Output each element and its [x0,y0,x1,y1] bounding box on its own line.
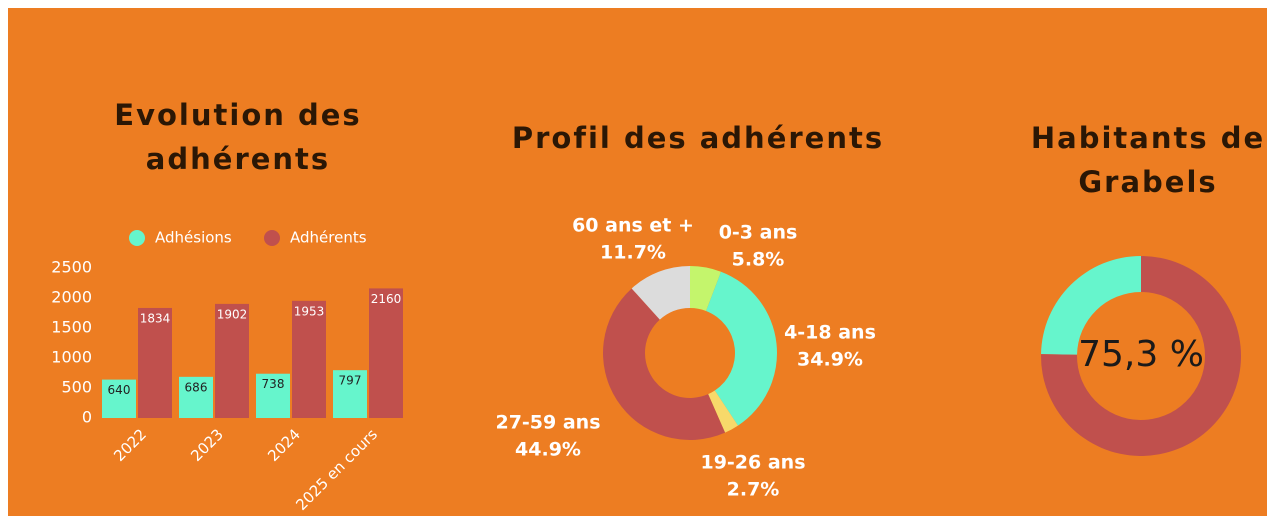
slice-value: 5.8% [732,249,785,271]
donut-slice [706,271,778,426]
slice-label: 4-18 ans [784,322,876,344]
legend-swatch [129,230,145,246]
donut-slice [690,266,722,311]
chart-title: Profil des adhérents [511,121,885,155]
y-tick-label: 1000 [51,348,92,367]
slice-label: 19-26 ans [700,452,805,474]
data-label: 1953 [294,304,325,318]
y-tick-label: 2500 [51,258,92,277]
data-label: 2160 [371,292,402,306]
legend-label: Adhérents [290,229,367,247]
donut-slice [603,288,726,440]
bar [215,303,249,418]
legend-swatch [264,230,280,246]
y-tick-label: 500 [61,378,92,397]
gauge-value [1041,256,1241,457]
y-tick-label: 2000 [51,288,92,307]
gauge-label: 75,3 % [1078,334,1204,375]
slice-value: 34.9% [797,349,863,371]
data-label: 738 [262,377,285,391]
slice-label: 0-3 ans [719,222,798,244]
donut-slice [631,266,690,320]
data-label: 797 [339,374,362,388]
chart-title: Evolution des adhérents [114,98,362,176]
slice-label: 60 ans et + [572,215,694,237]
gauge-track [1041,256,1141,355]
slice-value: 44.9% [515,439,581,461]
x-tick-label: 2024 [264,425,304,465]
bar [369,288,403,418]
x-tick-label: 2025 en cours [292,425,381,514]
data-label: 1902 [217,307,248,321]
bar [138,307,172,418]
legend-label: Adhésions [155,229,232,247]
slice-label: 27-59 ans [495,412,600,434]
bar [102,379,136,418]
data-label: 686 [185,380,208,394]
bar [292,300,326,418]
donut-slice [708,390,738,433]
bar [179,376,213,418]
data-label: 1834 [140,311,171,325]
y-tick-label: 1500 [51,318,92,337]
bar [333,370,367,418]
y-tick-label: 0 [82,408,92,427]
slice-value: 11.7% [600,242,666,264]
bar [256,373,290,418]
x-tick-label: 2023 [187,425,227,465]
chart-title: Habitants de Grabels [1030,121,1266,199]
slice-value: 2.7% [727,479,780,501]
data-label: 640 [108,383,131,397]
infographic: Evolution des adhérents Profil des adhér… [8,8,1267,516]
x-tick-label: 2022 [110,425,150,465]
